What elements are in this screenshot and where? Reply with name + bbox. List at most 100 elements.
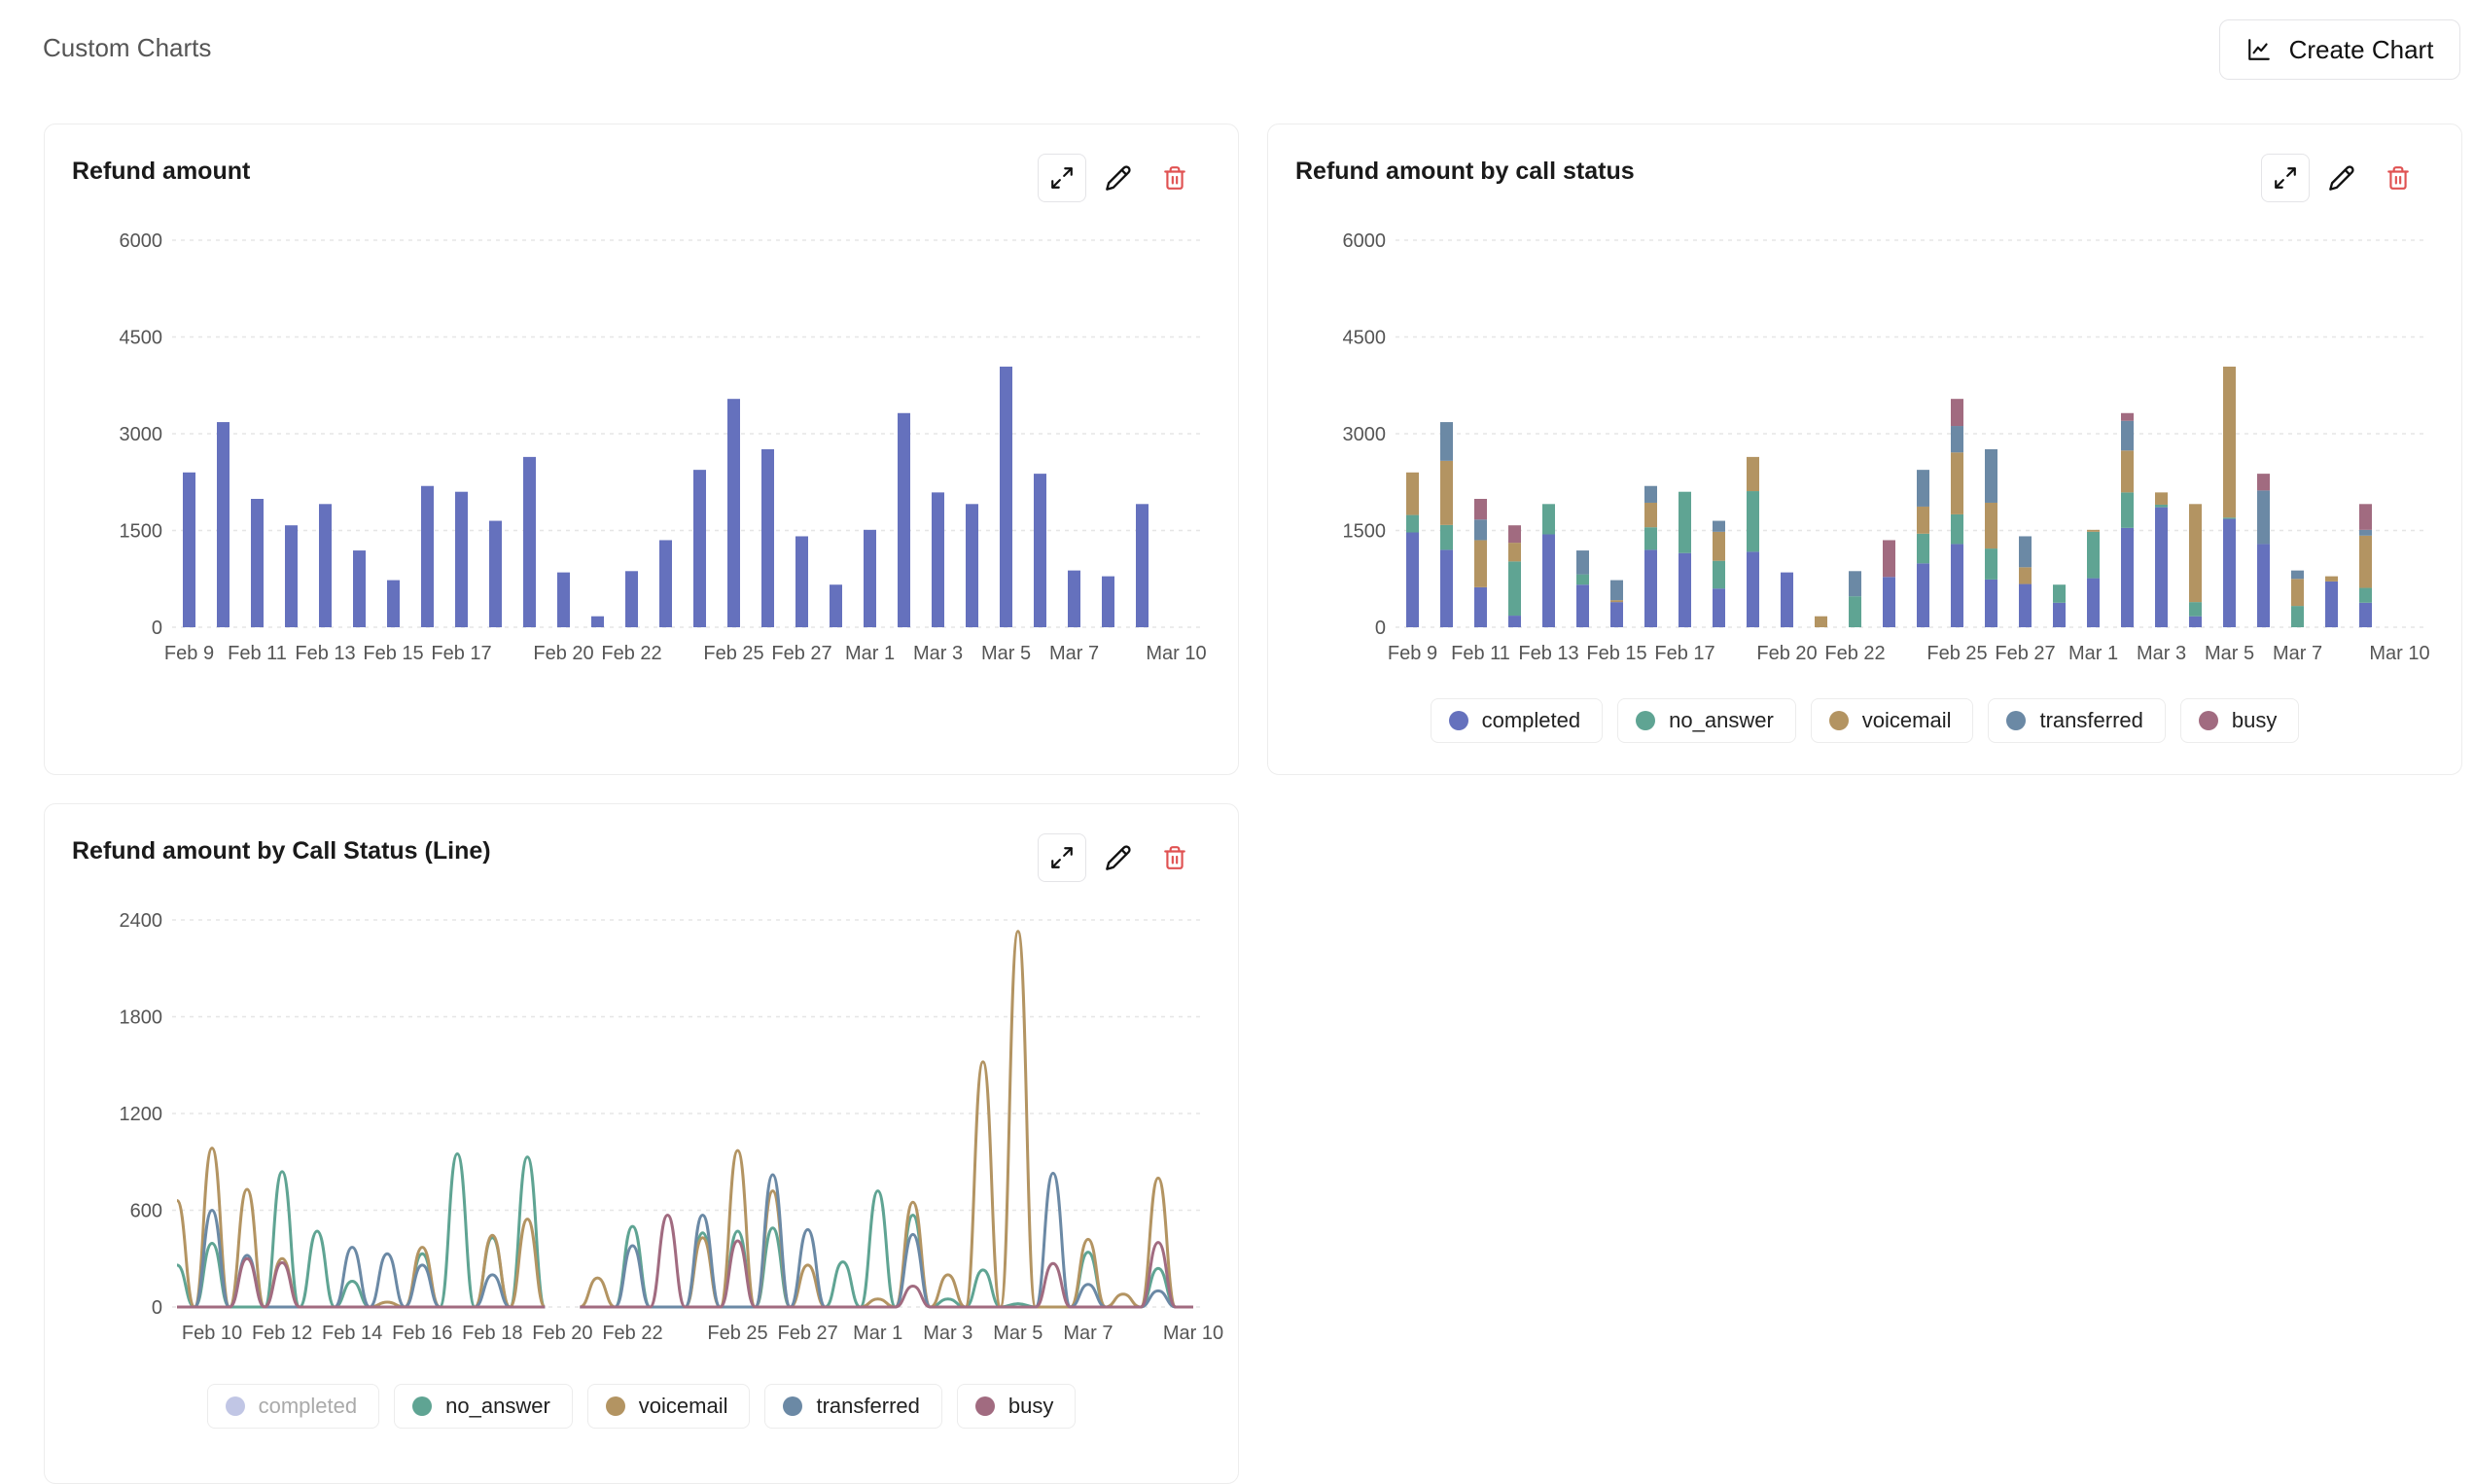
bar[interactable] [557,572,570,627]
bar[interactable] [387,580,400,627]
legend-item-completed[interactable]: completed [1430,698,1604,743]
bar-segment-transferred[interactable] [2121,420,2134,451]
bar-segment-no_answer[interactable] [2087,531,2100,579]
bar[interactable] [727,399,740,627]
bar-segment-transferred[interactable] [1576,550,1589,575]
bar-segment-voicemail[interactable] [1508,543,1521,562]
bar-segment-voicemail[interactable] [2359,535,2372,588]
line-busy[interactable] [580,1213,1193,1309]
bar-segment-busy[interactable] [2121,412,2134,421]
bar-segment-no_answer[interactable] [2359,587,2372,603]
bar-segment-no_answer[interactable] [1747,491,1759,552]
bar-segment-completed[interactable] [1951,544,1963,627]
bar-segment-completed[interactable] [2359,602,2372,627]
bar[interactable] [421,485,434,627]
bar[interactable] [932,492,944,627]
edit-button[interactable] [2317,154,2366,202]
bar[interactable] [183,472,195,627]
bar-segment-transferred[interactable] [1951,426,1963,453]
bar-segment-busy[interactable] [1883,540,1895,578]
bar-segment-no_answer[interactable] [1508,561,1521,617]
bar-segment-completed[interactable] [1406,532,1419,627]
bar-segment-completed[interactable] [2053,602,2066,627]
bar-segment-voicemail[interactable] [1917,506,1929,534]
bar-segment-completed[interactable] [1644,549,1657,627]
bar-segment-voicemail[interactable] [2087,529,2100,532]
bar[interactable] [1034,474,1046,627]
bar-segment-no_answer[interactable] [2291,606,2304,627]
bar-segment-voicemail[interactable] [1644,502,1657,528]
bar[interactable] [1068,570,1080,627]
legend-item-busy[interactable]: busy [956,1384,1077,1429]
bar-segment-completed[interactable] [2325,581,2338,627]
bar-segment-completed[interactable] [1610,602,1623,627]
bar-segment-transferred[interactable] [1474,519,1487,541]
bar[interactable] [217,422,230,627]
bar-segment-no_answer[interactable] [1679,491,1691,553]
bar-segment-no_answer[interactable] [1406,514,1419,533]
bar-segment-no_answer[interactable] [1849,596,1861,627]
bar-segment-no_answer[interactable] [1576,574,1589,585]
bar-segment-voicemail[interactable] [2121,450,2134,493]
expand-button[interactable] [1038,833,1086,882]
bar-segment-completed[interactable] [1576,584,1589,627]
bar-segment-no_answer[interactable] [1951,513,1963,545]
legend-item-transferred[interactable]: transferred [1988,698,2166,743]
bar-segment-no_answer[interactable] [1985,548,1997,580]
bar-segment-transferred[interactable] [1849,571,1861,597]
bar-segment-no_answer[interactable] [1440,524,1453,550]
bar-segment-completed[interactable] [1542,534,1555,627]
bar-segment-no_answer[interactable] [1713,560,1725,589]
bar-segment-no_answer[interactable] [2189,602,2202,617]
bar[interactable] [1000,367,1012,627]
bar-segment-no_answer[interactable] [1644,527,1657,550]
bar-segment-transferred[interactable] [1610,580,1623,601]
line-voicemail[interactable] [579,930,1193,1309]
bar-segment-completed[interactable] [2121,527,2134,627]
bar-segment-completed[interactable] [1883,577,1895,627]
edit-button[interactable] [1094,833,1143,882]
bar[interactable] [864,529,876,627]
delete-button[interactable] [1150,154,1199,202]
bar-segment-no_answer[interactable] [2121,492,2134,528]
bar[interactable] [455,491,468,627]
bar-segment-transferred[interactable] [2019,536,2032,568]
bar-segment-completed[interactable] [2257,544,2270,627]
bar[interactable] [898,412,910,627]
bar-segment-completed[interactable] [1713,588,1725,627]
bar[interactable] [625,571,638,627]
bar-segment-completed[interactable] [1508,616,1521,627]
bar-segment-voicemail[interactable] [2325,576,2338,582]
bar-segment-transferred[interactable] [1644,485,1657,503]
bar[interactable] [966,504,978,627]
edit-button[interactable] [1094,154,1143,202]
bar-segment-voicemail[interactable] [2223,367,2236,518]
bar-segment-transferred[interactable] [1440,422,1453,461]
create-chart-button[interactable]: Create Chart [2219,19,2460,80]
bar-segment-voicemail[interactable] [1440,460,1453,525]
bar-segment-completed[interactable] [1781,572,1793,627]
bar[interactable] [761,448,774,627]
bar-segment-no_answer[interactable] [1542,504,1555,535]
bar-segment-voicemail[interactable] [1747,456,1759,492]
delete-button[interactable] [1150,833,1199,882]
legend-item-completed[interactable]: completed [206,1384,380,1429]
bar[interactable] [319,504,332,627]
bar-segment-completed[interactable] [1747,551,1759,627]
bar-segment-transferred[interactable] [2257,490,2270,545]
bar-segment-voicemail[interactable] [2189,504,2202,603]
expand-button[interactable] [1038,154,1086,202]
bar[interactable] [251,498,264,627]
bar-segment-no_answer[interactable] [2223,517,2236,519]
bar-segment-transferred[interactable] [2359,529,2372,536]
bar-segment-transferred[interactable] [2291,570,2304,580]
bar[interactable] [830,584,842,627]
bar-segment-voicemail[interactable] [1406,472,1419,515]
legend-item-transferred[interactable]: transferred [764,1384,942,1429]
legend-item-no_answer[interactable]: no_answer [394,1384,573,1429]
bar-segment-transferred[interactable] [1917,470,1929,507]
bar-segment-busy[interactable] [1951,399,1963,427]
bar-segment-busy[interactable] [2257,474,2270,491]
bar[interactable] [1102,576,1114,627]
bar[interactable] [285,525,298,627]
